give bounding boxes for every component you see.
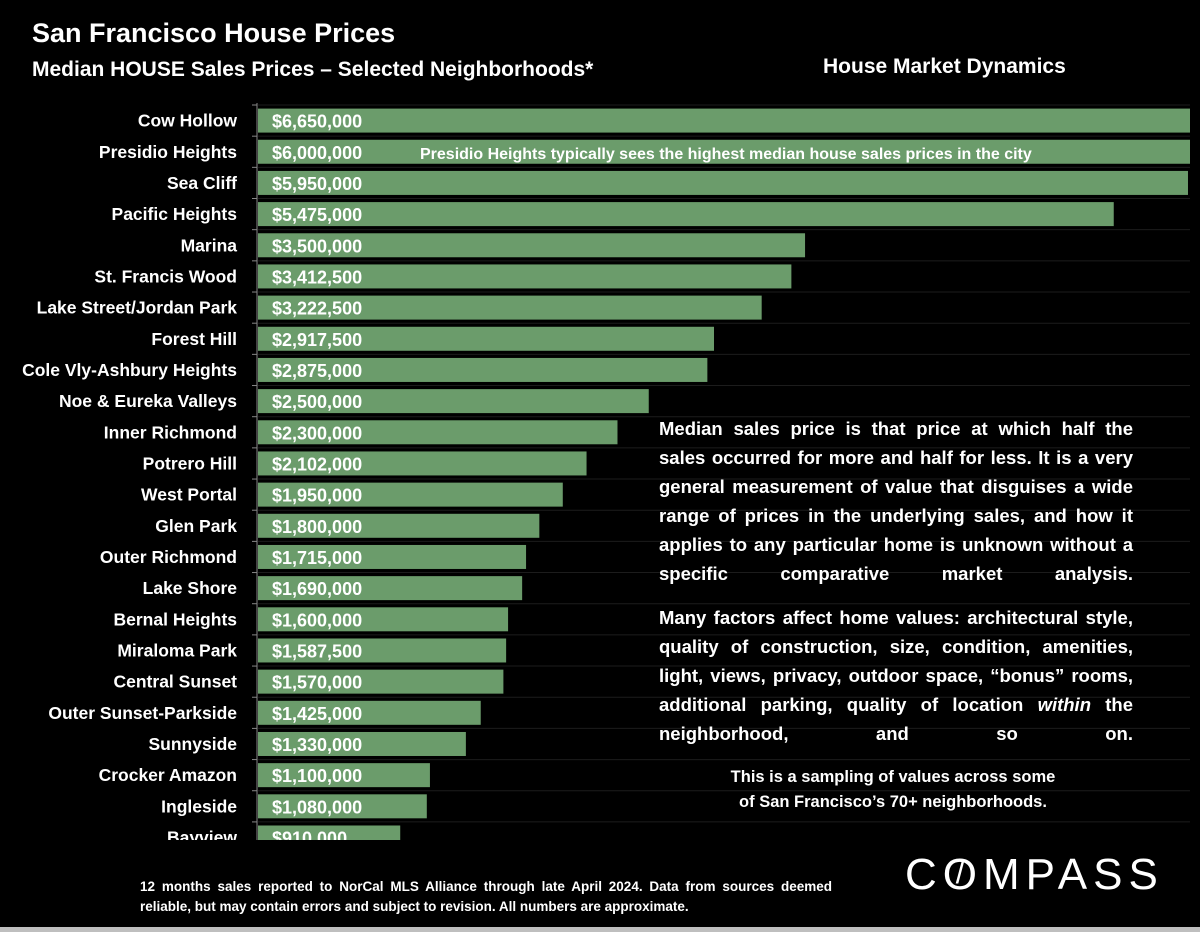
value-label: $1,080,000 [272, 797, 362, 817]
value-label: $1,800,000 [272, 517, 362, 537]
category-label: Miraloma Park [117, 640, 237, 660]
value-label: $3,500,000 [272, 236, 362, 256]
side-title: House Market Dynamics [823, 55, 1066, 78]
value-label: $1,570,000 [272, 673, 362, 693]
category-label: Lake Shore [143, 578, 238, 598]
value-label: $1,690,000 [272, 579, 362, 599]
value-label: $1,100,000 [272, 766, 362, 786]
bar [258, 264, 792, 289]
bar [258, 170, 1188, 195]
category-label: Sunnyside [149, 734, 238, 754]
bar [258, 451, 587, 476]
value-label: $3,222,500 [272, 299, 362, 319]
bar [258, 420, 618, 445]
category-label: Ingleside [161, 796, 237, 816]
bar [258, 326, 715, 351]
category-label: Noe & Eureka Valleys [59, 391, 237, 411]
bar-chart: Cow Hollow $6,650,000 Presidio Heights $6,0… [22, 103, 1190, 840]
category-label: Crocker Amazon [99, 765, 237, 785]
bar [258, 295, 762, 320]
value-label: $1,715,000 [272, 548, 362, 568]
bar [258, 513, 540, 538]
factors-text-em: within [1037, 694, 1091, 715]
bar [258, 482, 563, 507]
bar [258, 544, 527, 569]
bar [258, 357, 708, 382]
category-label: Inner Richmond [104, 422, 237, 442]
factors-text-b: the neighborhood, and so on. [659, 694, 1133, 744]
bar-annotation: Presidio Heights typically sees the high… [420, 146, 1032, 163]
category-label: Potrero Hill [143, 453, 237, 473]
category-label: Forest Hill [151, 329, 237, 349]
bar [258, 139, 1190, 164]
category-label: Lake Street/Jordan Park [37, 298, 238, 318]
footnote: 12 months sales reported to NorCal MLS A… [140, 879, 832, 914]
category-label: St. Francis Wood [94, 266, 237, 286]
bar [258, 794, 427, 819]
bar [258, 108, 1190, 133]
bar [258, 638, 507, 663]
value-label: $910,000 [272, 828, 347, 840]
category-label: Presidio Heights [99, 142, 237, 162]
factors-explanation: Many factors affect home values: archite… [659, 603, 1133, 748]
page-title: San Francisco House Prices [32, 18, 396, 48]
value-label: $1,950,000 [272, 486, 362, 506]
category-label: Glen Park [155, 516, 237, 536]
compass-logo: CO / MPASS [905, 850, 1164, 899]
category-label: Outer Richmond [100, 547, 237, 567]
category-label: Outer Sunset-Parkside [48, 703, 237, 723]
value-label: $1,587,500 [272, 641, 362, 661]
value-label: $2,875,000 [272, 361, 362, 381]
bar [258, 669, 504, 694]
category-label: Sea Cliff [167, 173, 237, 193]
bar [258, 389, 649, 414]
bar [258, 233, 806, 258]
value-label: $1,330,000 [272, 735, 362, 755]
chart-subtitle: Median HOUSE Sales Prices – Selected Nei… [32, 58, 594, 81]
bar [258, 576, 523, 601]
value-label: $2,917,500 [272, 330, 362, 350]
value-label: $1,425,000 [272, 704, 362, 724]
sampling-line-1: This is a sampling of values across some [730, 768, 1056, 786]
value-label: $2,500,000 [272, 392, 362, 412]
factors-text-a: Many factors affect home values: archite… [659, 607, 1133, 715]
bar [258, 731, 466, 756]
median-explanation: Median sales price is that price at whic… [659, 418, 1133, 584]
category-label: Bayview [167, 827, 237, 840]
value-label: $1,600,000 [272, 610, 362, 630]
bottom-strip [0, 927, 1200, 932]
sampling-line-2: of San Francisco’s 70+ neighborhoods. [739, 793, 1047, 811]
value-label: $5,950,000 [272, 174, 362, 194]
value-label: $2,102,000 [272, 454, 362, 474]
category-label: West Portal [141, 485, 237, 505]
value-label: $2,300,000 [272, 423, 362, 443]
category-label: Marina [181, 235, 238, 255]
value-label: $6,000,000 [272, 143, 362, 163]
sampling-note: This is a sampling of values across some… [680, 765, 1106, 815]
bar [258, 700, 481, 725]
category-label: Pacific Heights [112, 204, 238, 224]
bar [258, 763, 430, 788]
category-label: Cow Hollow [138, 111, 238, 131]
bar [258, 607, 509, 632]
value-label: $5,475,000 [272, 205, 362, 225]
bar [258, 202, 1114, 227]
value-label: $3,412,500 [272, 267, 362, 287]
bar [258, 825, 401, 840]
value-label: $6,650,000 [272, 112, 362, 132]
category-label: Bernal Heights [114, 609, 238, 629]
category-label: Cole Vly-Ashbury Heights [22, 360, 237, 380]
category-label: Central Sunset [114, 672, 238, 692]
